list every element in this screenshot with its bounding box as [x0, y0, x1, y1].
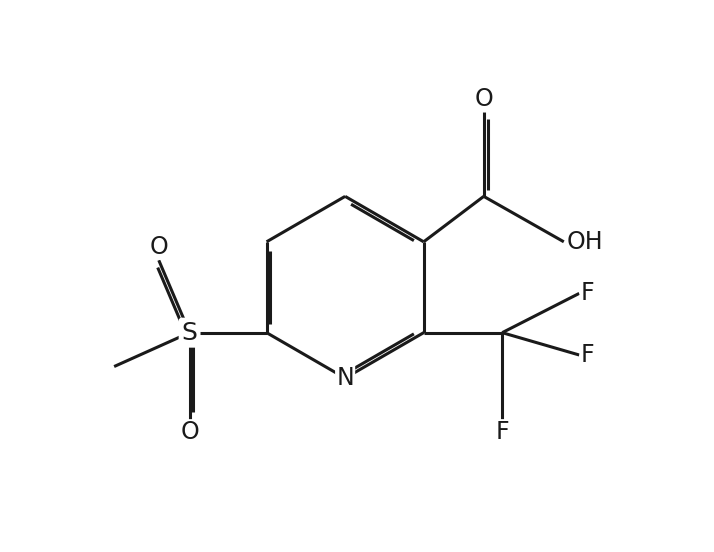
Text: OH: OH — [566, 230, 603, 254]
Text: N: N — [336, 366, 354, 390]
Text: F: F — [496, 421, 509, 444]
Text: O: O — [149, 235, 169, 259]
Text: O: O — [474, 87, 493, 111]
Text: F: F — [580, 343, 594, 367]
Text: F: F — [580, 282, 594, 305]
Text: S: S — [181, 321, 198, 344]
Text: O: O — [180, 421, 199, 444]
